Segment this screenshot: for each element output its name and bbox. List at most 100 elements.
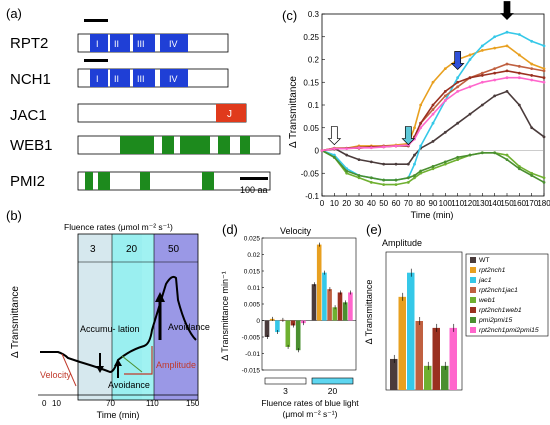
legend-label-web1: web1 (479, 297, 495, 304)
series-point-pmi2pmi15 (419, 169, 423, 173)
series-point-jac1 (517, 33, 521, 36)
legend-swatch-jac1 (470, 277, 476, 283)
series-point-pmi2pmi15 (431, 165, 435, 168)
velocity-slope-line (61, 353, 77, 387)
nch1-domain-3 (133, 69, 155, 87)
scale-label: 100 aa (240, 185, 268, 195)
series-point-rpt2nch1web1 (517, 71, 521, 75)
pmi2-backbone (77, 171, 271, 191)
velocity-ytick-label: -0.015 (242, 368, 261, 375)
legend-label-jac1: jac1 (478, 277, 492, 284)
series-point-web1 (530, 171, 534, 175)
accumulation-label-line: Accumu- lation (80, 324, 140, 334)
series-point-rpt2nch1pmi2pmi15 (517, 76, 521, 80)
velocity-bar-rpt2nch1pmi2pmi15 (348, 292, 353, 321)
timecourse-xtick-label: 50 (379, 199, 388, 208)
panel-c: (c) Δ Transmittance Time (min) -0.1 -0.05… (282, 1, 550, 220)
velocity-ytick-label: 0.025 (244, 236, 261, 243)
velocity-bar-jac1 (275, 320, 280, 333)
series-point-web1 (419, 171, 423, 175)
series-line-rpt2nch1jac1 (321, 63, 545, 152)
series-point-rpt2nch1pmi2pmi15 (431, 112, 435, 116)
legend-swatch-rpt2nch1jac1 (470, 287, 476, 293)
amplitude-bar-rpt2nch1 (398, 296, 406, 390)
timecourse-xtick-label: 180 (537, 199, 550, 208)
series-point-wt (443, 130, 447, 134)
series-point-wt (456, 121, 460, 125)
series-point-web1 (517, 165, 521, 168)
series-line-web1 (321, 149, 545, 186)
amplitude-bar-jac1 (407, 272, 415, 390)
velocity-ytick-label: 0.005 (244, 302, 261, 309)
timecourse-xtick-label: 30 (355, 199, 364, 208)
velocity-y-axis-label: Δ Transmittance min⁻¹ (220, 271, 230, 360)
series-point-rpt2nch1pmi2pmi15 (357, 146, 361, 150)
series-point-jac1 (530, 39, 534, 43)
legend-frame (465, 253, 549, 337)
web1-segment-2 (162, 136, 174, 154)
nch1-domain-3-label: III (137, 74, 145, 84)
avoidance-high-label: Avoidance (168, 322, 210, 332)
series-point-pmi2pmi15 (517, 167, 521, 171)
series-point-wt (517, 103, 521, 107)
pmi2-segment-2 (98, 172, 110, 190)
series-point-rpt2nch1jac1 (530, 67, 534, 70)
series-point-jac1 (431, 121, 435, 125)
series-point-rpt2nch1 (530, 62, 534, 66)
series-point-wt (431, 140, 435, 143)
series-point-wt (382, 162, 386, 166)
timecourse-xtick-label: 80 (416, 199, 425, 208)
schematic-xtick-110: 110 (146, 399, 159, 408)
velocity-bar-rpt2nch1jac1 (327, 289, 332, 321)
amplitude-bar-wt (390, 358, 398, 390)
series-point-wt (394, 162, 398, 166)
amplitude-bracket (124, 346, 153, 375)
panel-d-label: (d) (222, 222, 238, 237)
velocity-bar-rpt2nch1web1 (290, 320, 296, 326)
series-point-jac1 (505, 30, 509, 34)
avoidance-slope-line (121, 355, 143, 373)
series-point-pmi2pmi15 (530, 174, 534, 177)
series-point-rpt2nch1 (413, 126, 416, 130)
web1-segment-5 (240, 136, 250, 154)
nch1-domain-2-label: II (114, 74, 119, 84)
velocity-bar-jac1 (322, 272, 327, 321)
schematic-response-curve (40, 275, 197, 374)
protein-name-rpt2: RPT2 (10, 35, 48, 52)
velocity-plot: -0.015 -0.01 -0.005 0 0.005 0.01 0.015 0.02 0.02… (242, 236, 357, 396)
timecourse-xtick-label: 20 (342, 199, 351, 208)
timecourse-xtick-label: 140 (488, 199, 502, 208)
series-point-web1 (456, 158, 460, 162)
web1-segment-3 (180, 136, 210, 154)
panel-b: (b) Fluence rates (μmol m⁻² s⁻¹) 3 20 50… (6, 208, 210, 420)
series-point-rpt2nch1pmi2pmi15 (345, 147, 349, 151)
legend-label-rpt2nch1: rpt2nch1 (479, 267, 506, 274)
series-point-rpt2nch1pmi2pmi15 (456, 89, 460, 93)
series-line-rpt2nch1 (321, 44, 545, 152)
series-point-wt (542, 135, 546, 139)
series-point-pmi2pmi15 (413, 174, 416, 177)
series-point-rpt2nch1pmi2pmi15 (382, 145, 386, 149)
series-point-rpt2nch1pmi2pmi15 (530, 78, 534, 82)
rpt2-domain-4-label: IV (169, 39, 178, 49)
panel-c-label: (c) (282, 8, 297, 23)
schematic-xtick-0: 0 (42, 399, 47, 408)
panel-d: (d) Velocity Δ Transmittance min⁻¹ -0.01… (220, 222, 359, 419)
series-point-rpt2nch1 (542, 67, 546, 70)
panel-b-label: (b) (6, 208, 22, 223)
jac1-j-domain-label: J (227, 109, 232, 120)
series-point-web1 (382, 183, 386, 187)
series-point-rpt2nch1jac1 (542, 69, 546, 73)
series-point-rpt2nch1 (431, 80, 435, 84)
timecourse-ytick-label: 0.2 (308, 56, 320, 65)
series-line-pmi2pmi15 (321, 149, 545, 184)
series-point-rpt2nch1web1 (542, 76, 546, 80)
legend-swatch-rpt2nch1 (470, 267, 476, 273)
rpt2-domain-1-label: I (96, 39, 99, 49)
amplitude-plot (385, 251, 463, 391)
velocity-bar-web1 (285, 320, 291, 347)
timecourse-ytick-label: -0.1 (305, 192, 319, 201)
velocity-bar-rpt2nch1jac1 (280, 319, 285, 321)
light-step-arrow-icon (401, 126, 416, 146)
series-point-rpt2nch1jac1 (456, 85, 460, 89)
